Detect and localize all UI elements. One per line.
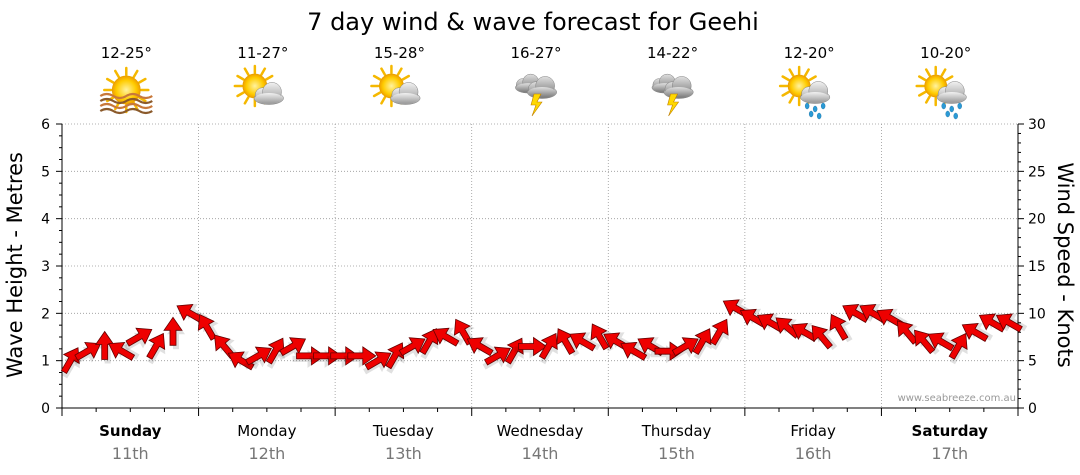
axes: 0 1 2 3 4 5 6 0 5 10 15 20 25 30 xyxy=(41,117,1046,417)
wind-arrow xyxy=(108,341,140,361)
wind-arrow xyxy=(432,327,464,347)
day-name-label: Sunday xyxy=(99,422,162,440)
wind-arrow xyxy=(995,313,1028,333)
wind-arrow xyxy=(670,337,699,361)
y2-tick-label: 10 xyxy=(1028,306,1046,322)
wind-arrow xyxy=(538,332,558,365)
wind-arrow xyxy=(466,337,499,357)
wind-arrow xyxy=(124,327,153,351)
temperature-label: 11-27° xyxy=(237,44,288,62)
y-tick-label: 0 xyxy=(41,401,50,417)
y-tick-label: 1 xyxy=(41,354,50,370)
wind-arrow xyxy=(397,337,426,361)
day-date-label: 12th xyxy=(248,444,285,463)
y2-tick-label: 30 xyxy=(1028,117,1046,133)
y-axis-label: Wave Height - Metres xyxy=(3,152,27,378)
day-name-label: Monday xyxy=(237,422,296,440)
day-date-label: 13th xyxy=(385,444,422,463)
wind-arrow xyxy=(60,347,80,379)
day-date-label: 17th xyxy=(931,444,968,463)
wind-arrows xyxy=(60,299,1028,379)
wind-arrow xyxy=(482,346,511,370)
y-tick-label: 5 xyxy=(41,164,50,180)
day-name-label: Thursday xyxy=(641,422,712,440)
wind-arrow xyxy=(914,329,940,355)
temperature-label: 15-28° xyxy=(374,44,425,62)
wind-arrow xyxy=(94,330,117,364)
y2-axis-label: Wind Speed - Knots xyxy=(1053,162,1077,367)
wind-arrow xyxy=(243,346,272,370)
day-date-label: 16th xyxy=(795,444,832,463)
partly-cloudy-icon xyxy=(233,64,284,108)
day-date-label: 14th xyxy=(522,444,559,463)
wind-arrow xyxy=(363,351,392,375)
wind-arrow xyxy=(948,332,968,365)
temperature-label: 16-27° xyxy=(510,44,561,62)
y-tick-label: 2 xyxy=(41,306,50,322)
partly-cloudy-icon xyxy=(370,64,421,108)
wind-arrow xyxy=(163,316,185,350)
day-date-label: 11th xyxy=(112,444,149,463)
wind-arrow xyxy=(343,346,377,368)
sun-haze-icon xyxy=(99,66,153,115)
y-tick-label: 3 xyxy=(41,259,50,275)
wind-arrow xyxy=(72,341,102,365)
wind-arrow xyxy=(569,332,601,352)
wind-arrow xyxy=(829,313,853,343)
wind-arrow xyxy=(514,336,548,359)
wind-arrow xyxy=(709,318,729,351)
y2-tick-label: 5 xyxy=(1028,354,1037,370)
temperature-label: 12-25° xyxy=(101,44,152,62)
y-tick-label: 6 xyxy=(41,117,50,133)
grid xyxy=(62,123,1018,408)
y2-tick-label: 25 xyxy=(1028,164,1046,180)
thunderstorm-icon xyxy=(515,73,557,117)
wind-arrow xyxy=(146,332,166,365)
wind-arrow xyxy=(620,341,652,361)
temperature-label: 12-20° xyxy=(784,44,835,62)
thunderstorm-icon xyxy=(651,73,694,117)
y-tick-label: 4 xyxy=(41,212,50,228)
y2-tick-label: 15 xyxy=(1028,259,1046,275)
chart-title: 7 day wind & wave forecast for Geehi xyxy=(307,8,759,36)
y2-tick-label: 20 xyxy=(1028,212,1046,228)
wind-arrow xyxy=(961,322,994,342)
day-name-label: Friday xyxy=(790,422,836,440)
wind-arrow xyxy=(927,332,959,352)
wind-arrow xyxy=(651,341,684,364)
day-name-label: Wednesday xyxy=(497,422,584,440)
temperature-label: 14-22° xyxy=(647,44,698,62)
y2-tick-label: 0 xyxy=(1028,401,1037,417)
wind-arrow xyxy=(692,328,712,360)
sun-shower-icon xyxy=(778,65,831,120)
wind-arrow xyxy=(811,324,838,351)
day-name-label: Saturday xyxy=(912,422,989,440)
temperature-label: 10-20° xyxy=(920,44,971,62)
sun-shower-icon xyxy=(915,65,967,120)
credit-text: www.seabreeze.com.au xyxy=(898,393,1016,404)
day-name-label: Tuesday xyxy=(372,422,434,440)
day-date-label: 15th xyxy=(658,444,695,463)
